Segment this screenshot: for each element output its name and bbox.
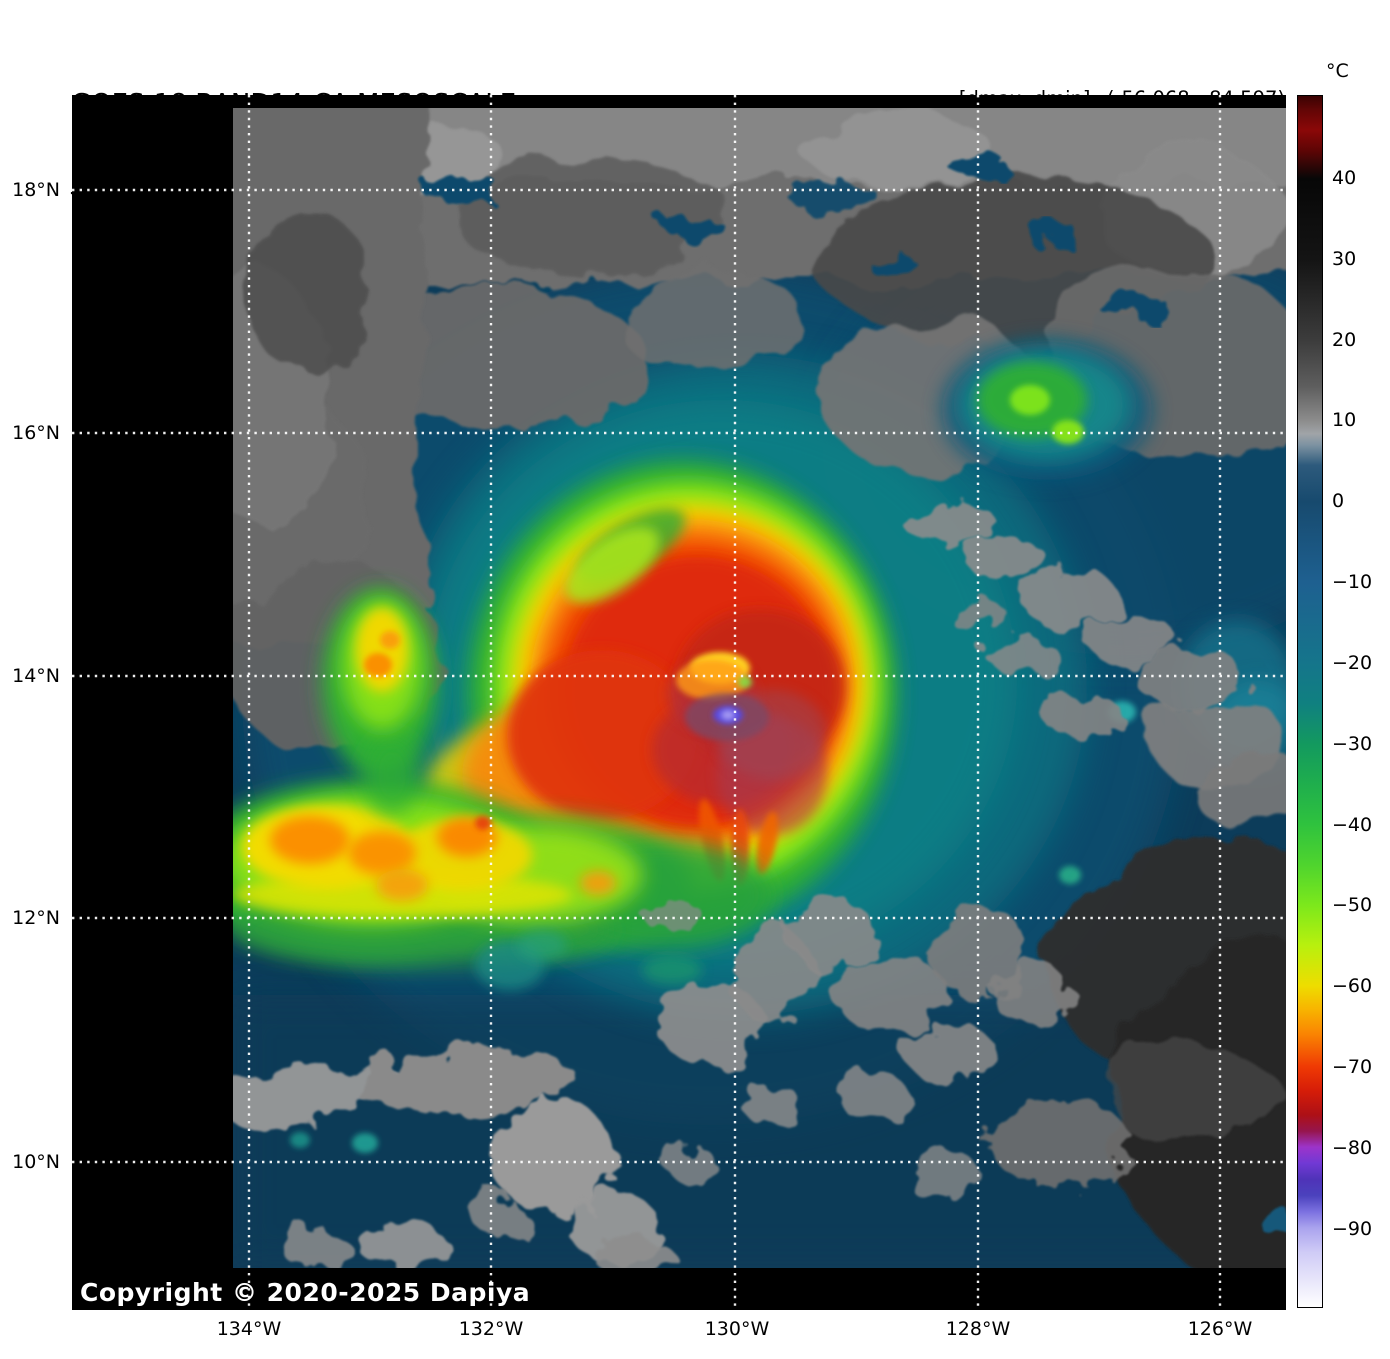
lon-tick-label: 126°W <box>1187 1318 1253 1340</box>
satellite-map-plot <box>72 95 1286 1310</box>
lat-tick-label: 16°N <box>12 422 60 444</box>
colorbar-tick-label: −60 <box>1332 975 1373 997</box>
lon-tick-label: 130°W <box>704 1318 770 1340</box>
lon-tick-label: 132°W <box>458 1318 524 1340</box>
colorbar-tick-label: −30 <box>1332 733 1373 755</box>
northwest-band-layer <box>322 508 686 815</box>
west-band-layer <box>233 780 772 968</box>
lat-tick-label: 12°N <box>12 907 60 929</box>
colorbar-tick-label: 20 <box>1332 329 1357 351</box>
gridlines <box>72 95 1286 1310</box>
lon-tick-label: 134°W <box>216 1318 282 1340</box>
colorbar-unit-label: °C <box>1326 60 1349 82</box>
copyright-watermark: Copyright © 2020-2025 Dapiya <box>80 1278 531 1307</box>
colorbar-tick-label: −70 <box>1332 1056 1373 1078</box>
colorbar-tick-label: 40 <box>1332 167 1357 189</box>
colorbar-tick-label: −10 <box>1332 571 1373 593</box>
colorbar-tick-label: 30 <box>1332 248 1357 270</box>
colorbar-tick-label: −50 <box>1332 894 1373 916</box>
gray-cloud-layer-top <box>233 108 1286 747</box>
colorbar-tick-label: −90 <box>1332 1218 1373 1240</box>
topright-patch-layer <box>942 340 1152 480</box>
lon-tick-label: 128°W <box>945 1318 1011 1340</box>
lat-tick-label: 18°N <box>12 179 60 201</box>
colorbar <box>1297 95 1323 1308</box>
colorbar-tick-label: −20 <box>1332 652 1373 674</box>
lat-tick-label: 10°N <box>12 1151 60 1173</box>
colorbar-tick-label: −40 <box>1332 814 1373 836</box>
lat-axis: 18°N 16°N 14°N 12°N 10°N <box>0 0 64 1359</box>
storm-eye-layer <box>676 652 827 780</box>
gray-cloud-layer-scattered <box>233 500 1286 1268</box>
teal-wisp-layer <box>290 930 702 1153</box>
colorbar-tick-label: 10 <box>1332 409 1357 431</box>
colorbar-tick-label: 0 <box>1332 490 1345 512</box>
satellite-image <box>72 95 1286 1310</box>
colorbar-tick-label: −80 <box>1332 1137 1373 1159</box>
lat-tick-label: 14°N <box>12 665 60 687</box>
